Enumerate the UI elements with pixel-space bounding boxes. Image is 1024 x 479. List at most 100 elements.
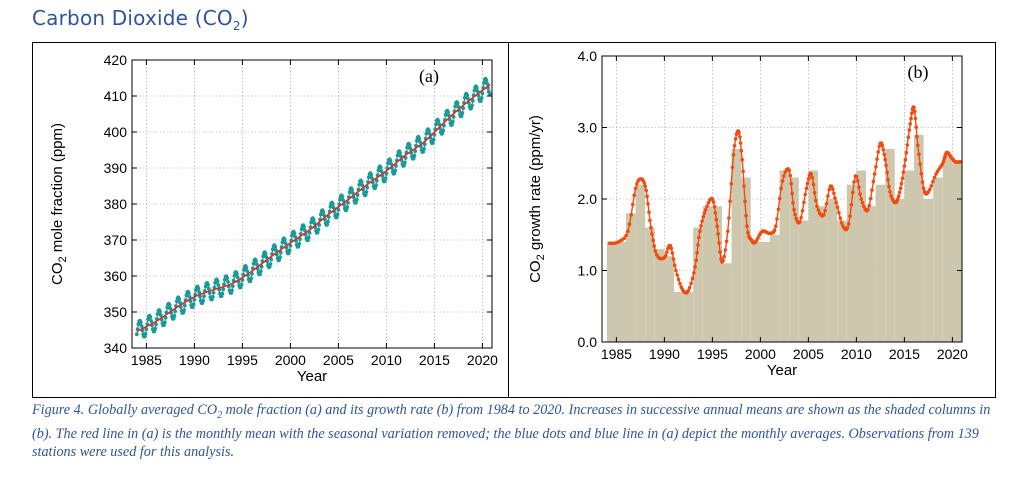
monthly-average-point xyxy=(154,322,158,327)
growth-rate-point xyxy=(912,105,916,110)
monthly-average-point xyxy=(158,313,163,318)
growth-rate-point xyxy=(675,273,679,277)
monthly-average-point xyxy=(354,197,359,202)
monthly-average-point xyxy=(261,254,266,259)
monthly-average-point xyxy=(338,197,342,202)
annual-increase-bar xyxy=(616,241,626,342)
growth-rate-point xyxy=(838,216,843,220)
growth-rate-point xyxy=(687,285,692,290)
x-tick-label: 2020 xyxy=(467,352,498,368)
growth-rate-point xyxy=(886,178,890,182)
growth-rate-point xyxy=(920,180,925,184)
monthly-average-point xyxy=(211,290,216,295)
monthly-average-point xyxy=(389,162,394,166)
growth-rate-point xyxy=(690,276,695,281)
monthly-average-point xyxy=(430,140,435,145)
monthly-average-point xyxy=(414,138,419,143)
monthly-average-point xyxy=(187,295,192,299)
growth-rate-point xyxy=(905,143,910,147)
monthly-average-point xyxy=(455,101,460,106)
growth-rate-point xyxy=(880,143,885,148)
growth-rate-point xyxy=(856,179,860,183)
co2-mole-fraction-chart: 1985 1990 1995 2000 2005 2010 2015 2020 340 350 36… xyxy=(49,52,498,385)
monthly-average-point xyxy=(139,324,144,328)
growth-rate-point xyxy=(896,194,901,198)
monthly-average-point xyxy=(335,212,340,217)
monthly-average-point xyxy=(254,262,259,267)
monthly-average-point xyxy=(328,204,333,209)
growth-rate-point xyxy=(901,170,906,175)
growth-rate-point xyxy=(646,202,650,206)
growth-rate-point xyxy=(852,180,856,184)
monthly-average-point xyxy=(311,217,316,222)
growth-rate-point xyxy=(904,150,909,155)
growth-rate-point xyxy=(697,235,701,240)
monthly-average-point xyxy=(379,169,384,174)
growth-rate-point xyxy=(805,181,810,186)
growth-rate-point xyxy=(881,147,886,152)
monthly-average-point xyxy=(197,290,202,295)
annual-increase-bar xyxy=(942,156,953,342)
annual-increase-bar xyxy=(856,170,866,342)
monthly-average-point xyxy=(318,212,323,217)
growth-rate-point xyxy=(857,185,861,190)
growth-rate-point xyxy=(870,188,874,192)
annual-increase-bar xyxy=(846,184,857,342)
growth-rate-point xyxy=(794,216,798,221)
growth-rate-point xyxy=(788,173,793,178)
growth-rate-point xyxy=(780,179,785,183)
y-tick-label: 360 xyxy=(104,268,128,284)
monthly-average-point xyxy=(143,331,148,336)
annual-increase-bar xyxy=(837,220,847,342)
growth-rate-point xyxy=(824,202,829,206)
annual-increase-bar xyxy=(674,291,684,342)
monthly-average-point xyxy=(210,295,215,299)
growth-rate-point xyxy=(779,186,783,191)
growth-rate-point xyxy=(629,212,633,217)
annual-increase-bar xyxy=(952,163,962,343)
figure-caption: Figure 4. Globally averaged CO2 mole fra… xyxy=(32,401,996,461)
growth-rate-point xyxy=(705,204,709,209)
growth-rate-point xyxy=(804,186,809,191)
growth-rate-point xyxy=(678,281,682,286)
annual-increase-bar xyxy=(789,177,799,342)
monthly-average-point xyxy=(330,202,335,207)
monthly-average-point xyxy=(235,275,240,280)
annual-increase-bar xyxy=(770,234,780,343)
growth-rate-point xyxy=(648,218,652,223)
monthly-average-point xyxy=(278,255,282,260)
y-axis-label: CO2 mole fraction (ppm) xyxy=(49,123,69,285)
growth-rate-point xyxy=(816,208,821,212)
growth-rate-point xyxy=(741,169,745,174)
monthly-average-point xyxy=(395,153,400,158)
growth-rate-point xyxy=(742,184,746,188)
growth-rate-point xyxy=(743,199,747,204)
growth-rate-point xyxy=(907,128,912,132)
growth-rate-point xyxy=(737,131,741,135)
title-text: Carbon Dioxide (CO xyxy=(32,6,233,30)
monthly-average-point xyxy=(144,327,149,332)
growth-rate-point xyxy=(885,170,889,175)
growth-rate-point xyxy=(745,224,749,228)
growth-rate-point xyxy=(916,143,920,148)
monthly-average-point xyxy=(263,251,268,256)
growth-rate-point xyxy=(806,177,811,181)
x-axis-label: Year xyxy=(297,368,327,385)
monthly-average-point xyxy=(418,140,422,144)
growth-rate-point xyxy=(624,233,628,238)
y-tick-label: 400 xyxy=(104,124,128,140)
x-tick-label: 1990 xyxy=(179,352,210,368)
annual-increase-bar xyxy=(914,134,924,342)
growth-rate-point xyxy=(631,202,635,207)
monthly-average-point xyxy=(459,114,464,118)
x-tick-label: 1990 xyxy=(649,346,680,362)
x-tick-label: 2015 xyxy=(889,346,920,362)
annual-increase-bar xyxy=(750,241,761,342)
x-tick-label: 2010 xyxy=(371,352,402,368)
growth-rate-point xyxy=(877,144,882,149)
growth-rate-point xyxy=(915,134,919,139)
monthly-average-point xyxy=(412,153,417,158)
growth-rate-point xyxy=(918,162,922,166)
growth-rate-point xyxy=(670,251,675,255)
monthly-average-point xyxy=(186,291,191,296)
